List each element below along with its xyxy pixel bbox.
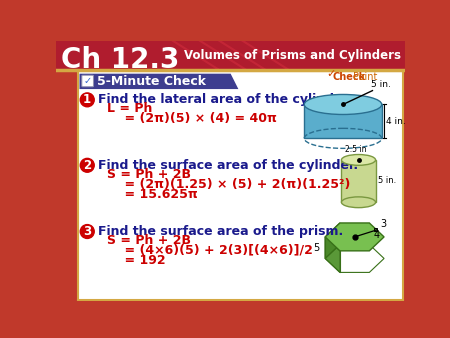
- Text: 5 in.: 5 in.: [378, 176, 396, 185]
- Text: Ch 12.3: Ch 12.3: [61, 46, 179, 74]
- Polygon shape: [325, 237, 340, 272]
- Text: 1: 1: [83, 93, 91, 106]
- Bar: [78, 71, 404, 301]
- Bar: [374, 228, 377, 232]
- Ellipse shape: [342, 154, 376, 165]
- Bar: [56, 41, 405, 70]
- Text: S = Ph + 2B: S = Ph + 2B: [108, 234, 191, 247]
- Text: = (4×6)(5) + 2(3)[(4×6)]/2: = (4×6)(5) + 2(3)[(4×6)]/2: [108, 244, 313, 257]
- Text: 5-Minute Check: 5-Minute Check: [97, 75, 206, 88]
- Text: 4: 4: [374, 230, 380, 240]
- Text: Volumes of Prisms and Cylinders: Volumes of Prisms and Cylinders: [184, 49, 401, 63]
- Text: ✓: ✓: [84, 76, 92, 86]
- Text: 3: 3: [83, 225, 91, 238]
- Text: = (2π)(1.25) × (5) + 2(π)(1.25²): = (2π)(1.25) × (5) + 2(π)(1.25²): [108, 178, 351, 191]
- Text: 2.5 in: 2.5 in: [345, 145, 366, 154]
- Text: S = Ph + 2B: S = Ph + 2B: [108, 168, 191, 180]
- Polygon shape: [304, 104, 382, 138]
- Circle shape: [80, 93, 94, 107]
- Text: = 192: = 192: [108, 254, 166, 267]
- Ellipse shape: [342, 197, 376, 208]
- Text: Find the lateral area of the cylinder.: Find the lateral area of the cylinder.: [98, 93, 352, 106]
- Text: Find the surface area of the cylinder.: Find the surface area of the cylinder.: [98, 159, 358, 172]
- Polygon shape: [325, 223, 340, 259]
- Text: = 15.625π: = 15.625π: [108, 188, 198, 201]
- Circle shape: [80, 224, 94, 238]
- Text: 5: 5: [313, 243, 319, 253]
- Text: L = Ph: L = Ph: [108, 102, 153, 115]
- Polygon shape: [340, 223, 369, 244]
- Text: Check: Check: [332, 72, 365, 82]
- Polygon shape: [342, 160, 376, 202]
- Ellipse shape: [304, 94, 382, 115]
- Text: = (2π)(5) × (4) = 40π: = (2π)(5) × (4) = 40π: [108, 112, 277, 125]
- FancyBboxPatch shape: [82, 75, 94, 87]
- Text: Point: Point: [353, 72, 378, 82]
- Text: ✓: ✓: [326, 69, 335, 79]
- Text: Find the surface area of the prism.: Find the surface area of the prism.: [98, 225, 343, 238]
- Circle shape: [80, 159, 94, 172]
- Text: 3: 3: [381, 219, 387, 229]
- Polygon shape: [325, 223, 384, 251]
- Text: 5 in.: 5 in.: [371, 80, 391, 89]
- Text: 4 in.: 4 in.: [386, 117, 405, 126]
- Text: 2: 2: [83, 159, 91, 172]
- Polygon shape: [80, 74, 238, 89]
